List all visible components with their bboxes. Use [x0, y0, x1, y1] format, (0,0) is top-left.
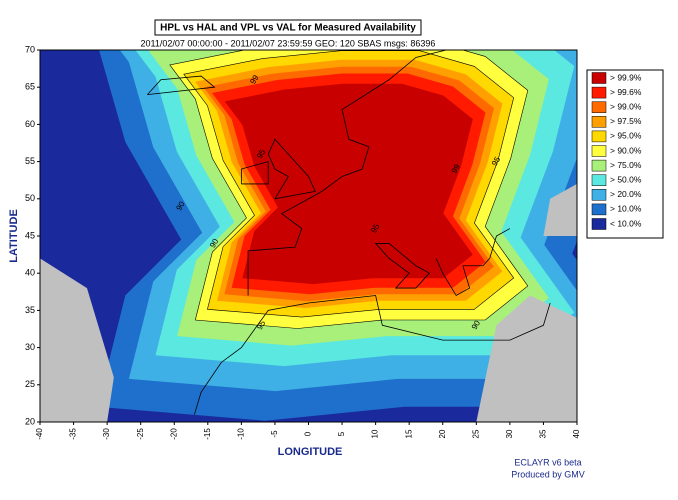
- legend-label: < 10.0%: [610, 218, 642, 228]
- x-tick-label: 15: [404, 429, 413, 438]
- x-tick-label: -5: [270, 430, 279, 438]
- legend-swatch: [591, 218, 607, 230]
- land: [543, 183, 577, 236]
- legend-label: > 50.0%: [610, 174, 642, 184]
- coastline: [194, 295, 551, 415]
- legend-swatch: [591, 189, 607, 201]
- coastline: [247, 50, 448, 296]
- coverage-fill: [224, 83, 473, 285]
- y-tick-label: 30: [25, 342, 35, 352]
- y-tick-label: 65: [25, 82, 35, 92]
- x-tick-label: -30: [102, 428, 111, 440]
- credit: ECLAYR v6 beta: [514, 457, 581, 467]
- legend-label: > 10.0%: [610, 204, 642, 214]
- coastline: [147, 75, 216, 96]
- legend: > 99.9% > 99.6% > 99.0% > 97.5% > 95.0% > 90.…: [591, 72, 642, 230]
- x-tick-label: -35: [69, 428, 78, 440]
- legend-swatch: [591, 145, 607, 157]
- y-tick-label: 40: [25, 268, 35, 278]
- subtitle: 2011/02/07 00:00:00 - 2011/02/07 23:59:5…: [141, 38, 436, 48]
- legend-swatch: [591, 130, 607, 143]
- legend-swatch: [591, 116, 607, 128]
- y-tick-label: 55: [25, 156, 35, 166]
- legend-swatch: [591, 174, 607, 186]
- y-tick-label: 25: [25, 379, 35, 389]
- legend-label: > 99.6%: [610, 87, 642, 97]
- land: [476, 295, 577, 422]
- legend-label: > 90.0%: [610, 145, 642, 155]
- legend-label: > 99.0%: [610, 101, 642, 111]
- legend-label: > 99.9%: [610, 72, 642, 82]
- x-tick-label: 5: [337, 431, 346, 436]
- legend-swatch: [591, 159, 607, 172]
- x-tick-label: -20: [169, 428, 178, 440]
- legend-label: > 95.0%: [610, 131, 642, 141]
- legend-label: > 75.0%: [610, 160, 642, 170]
- y-tick-label: 50: [25, 193, 35, 203]
- coastline: [374, 243, 430, 289]
- x-tick-label: -40: [35, 428, 44, 440]
- x-tick-label: -10: [236, 428, 245, 440]
- legend-label: > 97.5%: [610, 116, 642, 126]
- x-tick-label: -15: [203, 428, 212, 440]
- x-axis-label: LONGITUDE: [278, 446, 343, 458]
- x-tick-label: 20: [438, 429, 447, 438]
- title: HPL vs HAL and VPL vs VAL for Measured A…: [160, 23, 416, 34]
- x-tick-label: -25: [136, 428, 145, 440]
- credit: Produced by GMV: [511, 469, 585, 479]
- coastline: [435, 228, 511, 297]
- x-tick-label: 35: [539, 429, 548, 438]
- x-tick-label: 0: [304, 431, 313, 436]
- y-tick-label: 60: [25, 119, 35, 129]
- y-tick-label: 20: [25, 416, 35, 426]
- y-axis-label: LATITUDE: [8, 209, 20, 263]
- coastline: [240, 161, 269, 185]
- y-tick-label: 35: [25, 305, 35, 315]
- x-tick-label: 40: [572, 429, 581, 438]
- coastline: [267, 138, 316, 200]
- legend-swatch: [591, 72, 607, 84]
- legend-swatch: [591, 86, 607, 99]
- x-tick-label: 30: [505, 429, 514, 438]
- legend-label: > 20.0%: [610, 189, 642, 199]
- x-tick-label: 10: [371, 429, 380, 438]
- x-tick-label: 25: [471, 429, 480, 438]
- legend-swatch: [591, 203, 607, 216]
- y-tick-label: 70: [25, 44, 35, 54]
- title-box: [154, 19, 422, 36]
- legend-swatch: [591, 101, 607, 113]
- land: [40, 258, 114, 422]
- axes: -40 -35 -30 -25 -20 -15 -10 -5 0 5 10 15 20 25 30 35 40 2…: [25, 44, 581, 439]
- y-tick-label: 45: [25, 230, 35, 240]
